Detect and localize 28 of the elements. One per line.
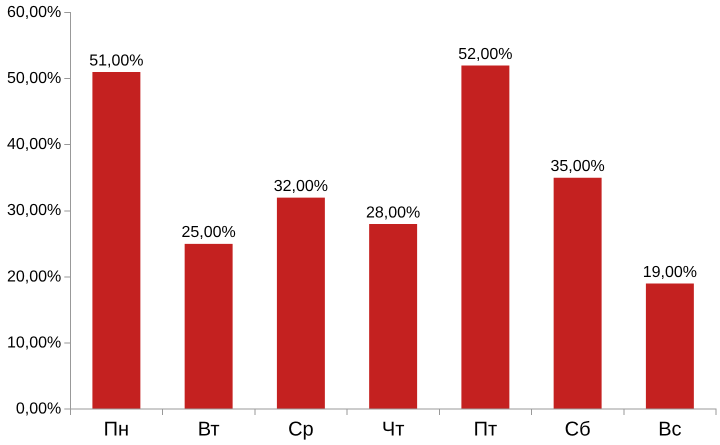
- y-tick-label: 0,00%: [16, 400, 62, 418]
- data-label: 35,00%: [550, 158, 605, 176]
- x-tick-label: Чт: [382, 418, 404, 441]
- bar: [276, 198, 325, 408]
- bar: [646, 283, 694, 408]
- data-label: 25,00%: [182, 224, 236, 242]
- data-label: 32,00%: [274, 178, 328, 195]
- y-tick-label: 40,00%: [7, 136, 62, 154]
- y-tick-label: 10,00%: [7, 334, 62, 352]
- bar: [554, 178, 602, 408]
- x-tick-label: Ср: [288, 418, 314, 441]
- bar: [461, 65, 510, 408]
- y-tick-label: 30,00%: [7, 202, 62, 220]
- x-tick-label: Сб: [564, 418, 591, 441]
- y-tick-label: 60,00%: [7, 4, 62, 22]
- y-tick-label: 20,00%: [7, 268, 62, 286]
- data-label: 51,00%: [89, 52, 144, 70]
- bar: [92, 72, 140, 408]
- data-label: 19,00%: [642, 264, 698, 281]
- y-tick-label: 50,00%: [7, 70, 62, 88]
- data-label: 52,00%: [458, 46, 513, 63]
- x-tick-label: Вт: [198, 418, 220, 441]
- x-tick-label: Пн: [104, 418, 130, 441]
- x-tick-label: Вс: [658, 418, 682, 441]
- x-tick-label: Пт: [474, 418, 498, 441]
- bar: [184, 244, 233, 408]
- data-label: 28,00%: [366, 204, 420, 222]
- bar: [369, 224, 418, 408]
